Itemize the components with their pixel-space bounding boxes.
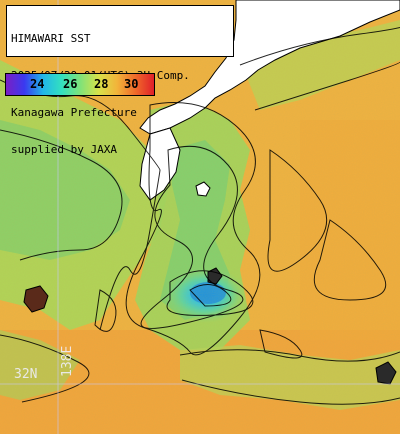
colorbar-label-28: 28 xyxy=(94,77,109,91)
title-line-credit: supplied by JAXA xyxy=(11,143,117,157)
land-island-west xyxy=(23,285,49,313)
title-line-product: HIMAWARI SST xyxy=(11,31,91,45)
land-island-southeast xyxy=(375,361,397,385)
map-title-box: HIMAWARI SST 2025/07/29 01(UTC) 3H Comp.… xyxy=(6,5,234,156)
sst-colorbar: 24 26 28 30 xyxy=(5,73,155,96)
colorbar-label-30: 30 xyxy=(124,77,139,91)
latitude-label: 32N xyxy=(14,367,38,382)
land-island-center xyxy=(207,267,223,285)
colorbar-label-26: 26 xyxy=(63,77,78,91)
sst-contours xyxy=(0,24,400,405)
colorbar-ramp xyxy=(6,74,154,95)
title-line-region: Kanagawa Prefecture xyxy=(11,106,137,120)
land-island-oshima xyxy=(195,181,211,197)
longitude-label: 138E xyxy=(60,345,75,377)
colorbar-label-24: 24 xyxy=(30,77,45,91)
